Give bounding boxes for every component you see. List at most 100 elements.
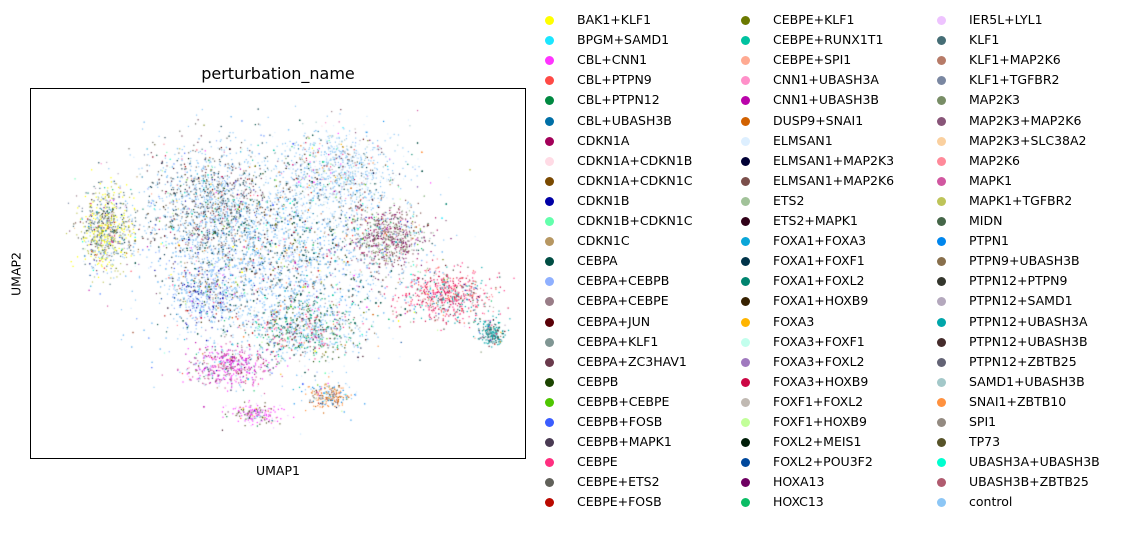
legend-marker — [741, 217, 750, 226]
legend-label: KLF1+TGFBR2 — [969, 72, 1060, 88]
legend-marker — [741, 337, 750, 347]
legend-label: PTPN12+UBASH3A — [969, 313, 1088, 329]
x-axis-label: UMAP1 — [256, 463, 300, 478]
legend-label: CDKN1C — [577, 233, 630, 249]
legend-marker — [741, 377, 750, 387]
legend-marker — [741, 136, 750, 146]
legend-marker — [937, 136, 946, 146]
legend-marker — [545, 458, 554, 468]
legend-label: PTPN12+PTPN9 — [969, 273, 1068, 289]
legend-label: FOXA1+FOXL2 — [773, 273, 865, 289]
legend-label: FOXF1+HOXB9 — [773, 414, 867, 429]
legend-label: SPI1 — [969, 414, 997, 429]
legend-label: CDKN1A — [577, 132, 630, 148]
legend-label: FOXA3+FOXL2 — [773, 353, 865, 369]
legend-label: CEBPB+CEBPE — [577, 393, 670, 409]
umap-plot-area — [30, 88, 526, 459]
legend-marker — [741, 237, 750, 247]
legend-label: FOXL2+POU3F2 — [773, 454, 873, 470]
legend-label: FOXF1+FOXL2 — [773, 393, 864, 409]
legend-label: MAPK1 — [969, 172, 1013, 188]
legend-marker — [545, 56, 554, 66]
legend-label: MAPK1+TGFBR2 — [969, 192, 1073, 208]
legend-label: ELMSAN1 — [773, 132, 833, 148]
legend-label: CBL+UBASH3B — [577, 112, 672, 128]
legend-marker — [937, 96, 946, 106]
legend-label: MAP2K3 — [969, 92, 1020, 108]
legend-label: CDKN1A+CDKN1C — [577, 172, 693, 188]
legend-marker — [741, 357, 750, 367]
legend-marker — [937, 418, 946, 427]
legend-marker — [741, 317, 750, 327]
legend-label: CDKN1B — [577, 192, 630, 208]
legend-marker — [937, 297, 946, 307]
legend-label: CEBPA+CEBPE — [577, 293, 669, 309]
legend-label: MAP2K3+MAP2K6 — [969, 112, 1082, 128]
legend-label: CNN1+UBASH3A — [773, 72, 879, 88]
legend-marker — [545, 156, 554, 166]
legend-marker — [741, 36, 750, 46]
legend-label: CEBPE+ETS2 — [577, 474, 660, 490]
legend-marker — [937, 257, 946, 267]
legend-marker — [741, 438, 750, 448]
legend-label: UBASH3A+UBASH3B — [969, 454, 1100, 470]
legend-label: TP73 — [969, 434, 1001, 450]
legend-marker — [545, 76, 554, 86]
legend-label: CEBPE+RUNX1T1 — [773, 32, 884, 48]
legend-label: PTPN12+ZBTB25 — [969, 353, 1077, 369]
legend-label: IER5L+LYL1 — [969, 12, 1043, 27]
legend-marker — [545, 397, 554, 407]
legend-marker — [545, 176, 554, 186]
y-axis-label: UMAP2 — [8, 252, 24, 296]
legend-label: HOXC13 — [773, 494, 824, 510]
legend-marker — [741, 297, 750, 307]
legend-marker — [545, 36, 554, 46]
legend-label: CEBPA+ZC3HAV1 — [577, 353, 687, 369]
legend-marker — [741, 418, 750, 427]
legend-label: CEBPB+FOSB — [577, 414, 663, 429]
legend-label: MAP2K6 — [969, 152, 1020, 168]
legend-marker — [545, 377, 554, 387]
legend-label: SNAI1+ZBTB10 — [969, 393, 1067, 409]
legend-marker — [741, 96, 750, 106]
legend-label: ETS2 — [773, 192, 805, 208]
legend-label: BAK1+KLF1 — [577, 12, 652, 27]
legend-label: CDKN1A+CDKN1B — [577, 152, 693, 168]
legend-marker — [545, 357, 554, 367]
legend-marker — [545, 418, 554, 427]
legend-marker — [545, 297, 554, 307]
legend-marker — [741, 478, 750, 488]
legend-label: UBASH3B+ZBTB25 — [969, 474, 1089, 490]
chart-title: perturbation_name — [201, 64, 355, 83]
legend-label: FOXA3+HOXB9 — [773, 373, 869, 389]
legend-marker — [741, 397, 750, 407]
legend-marker — [937, 438, 946, 448]
legend-label: PTPN1 — [969, 233, 1010, 249]
legend-label: DUSP9+SNAI1 — [773, 112, 864, 128]
legend-marker — [741, 498, 750, 508]
legend-label: CNN1+UBASH3B — [773, 92, 879, 108]
legend-marker — [937, 116, 946, 126]
legend-label: CEBPE — [577, 454, 618, 470]
legend-marker — [937, 237, 946, 247]
legend-label: PTPN12+SAMD1 — [969, 293, 1073, 309]
legend-marker — [937, 498, 946, 508]
legend-marker — [937, 397, 946, 407]
legend-marker — [741, 16, 750, 25]
legend-marker — [545, 438, 554, 448]
legend-marker — [545, 498, 554, 508]
legend-marker — [741, 56, 750, 66]
legend-label: SAMD1+UBASH3B — [969, 373, 1085, 389]
legend-marker — [545, 257, 554, 267]
legend-label: FOXA1+FOXA3 — [773, 233, 867, 249]
legend-label: FOXA1+HOXB9 — [773, 293, 869, 309]
legend-marker — [937, 76, 946, 86]
legend-marker — [741, 76, 750, 86]
legend-label: CBL+PTPN9 — [577, 72, 652, 88]
legend-label: CBL+PTPN12 — [577, 92, 660, 108]
legend-label: FOXA3+FOXF1 — [773, 333, 865, 349]
legend-marker — [545, 136, 554, 146]
legend-marker — [937, 196, 946, 206]
legend-marker — [937, 357, 946, 367]
legend-marker — [545, 217, 554, 226]
